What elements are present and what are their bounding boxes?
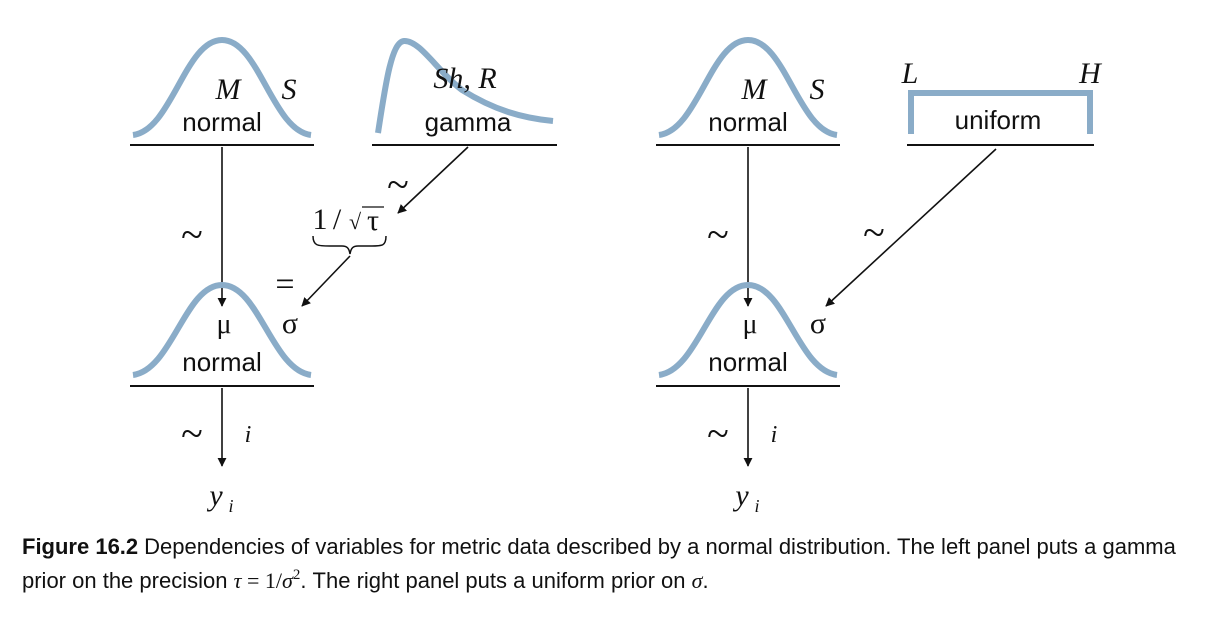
caption-power: 2 (292, 567, 301, 583)
left-gamma-curve (375, 38, 554, 134)
right-top-normal-curve (658, 37, 838, 138)
left-top-normal-sd-label: S (282, 73, 297, 106)
left-bottom-normal-curve (132, 282, 312, 378)
left-transform-slash: / (333, 203, 342, 236)
left-top-normal-mean-label: M (215, 73, 243, 106)
caption-sigma-end: σ (691, 568, 703, 593)
left-gamma-node: Sh, R gamma (372, 38, 557, 146)
right-panel: M S normal L H uniform ~ ~ μ σ normal ~ (656, 37, 1103, 516)
left-bottom-normal-label: normal (182, 347, 261, 377)
right-uniform-low-label: L (901, 57, 919, 90)
right-uniform-curve (908, 90, 1093, 134)
caption-sigma: σ (281, 568, 293, 593)
left-equals-sign: = (275, 266, 294, 303)
left-data-var-base: y (206, 479, 223, 512)
left-index-label: i (245, 422, 252, 448)
right-bottom-normal-sd-label: σ (810, 307, 826, 340)
left-data-var-sub: i (228, 496, 233, 516)
right-top-normal-node: M S normal (656, 37, 840, 146)
left-bottom-normal-sd-label: σ (282, 307, 298, 340)
left-transform-root: √ (349, 209, 362, 234)
right-top-normal-sd-label: S (810, 73, 825, 106)
right-uniform-high-label: H (1078, 57, 1103, 90)
right-tilde-mu: ~ (707, 212, 729, 257)
right-top-normal-mean-label: M (741, 73, 769, 106)
left-transform-one: 1 (313, 203, 328, 236)
right-bottom-normal-curve (658, 282, 838, 378)
right-bottom-normal-mean-label: μ (742, 309, 757, 340)
caption-text-1: Dependencies of variables for metric dat… (22, 534, 1176, 593)
caption-figure-label: Figure 16.2 (22, 534, 139, 559)
right-top-normal-label: normal (708, 107, 787, 137)
caption-text-3: . (702, 568, 709, 593)
right-uniform-label: uniform (955, 105, 1042, 135)
right-tilde-data: ~ (707, 411, 729, 456)
left-gamma-label: gamma (425, 107, 512, 137)
caption-text-2: . The right panel puts a uniform prior o… (300, 568, 692, 593)
left-tilde-data: ~ (181, 411, 203, 456)
left-panel: M S normal Sh, R gamma ~ ~ 1 / √ τ = (130, 37, 557, 516)
left-tilde-gamma: ~ (387, 162, 409, 207)
left-transform-tau: τ (367, 204, 379, 237)
left-bottom-normal-node: μ σ normal (130, 282, 314, 387)
left-top-normal-curve (132, 37, 312, 138)
left-arrow-to-sigma (301, 255, 351, 307)
left-top-normal-node: M S normal (130, 37, 314, 146)
left-bottom-normal-mean-label: μ (216, 309, 231, 340)
left-arrow-to-tau (397, 146, 469, 214)
left-data-variable: y i (206, 479, 233, 516)
right-bottom-normal-node: μ σ normal (656, 282, 840, 387)
left-transform-expression: 1 / √ τ (312, 203, 387, 255)
left-top-normal-label: normal (182, 107, 261, 137)
caption-tau: τ (233, 568, 242, 593)
right-data-var-base: y (732, 479, 749, 512)
caption-equation: = 1/ (241, 568, 282, 593)
left-tilde-mu: ~ (181, 212, 203, 257)
left-transform-underbrace (312, 235, 387, 255)
right-tilde-uniform: ~ (863, 210, 885, 255)
right-data-variable: y i (732, 479, 759, 516)
right-bottom-normal-label: normal (708, 347, 787, 377)
right-data-var-sub: i (754, 496, 759, 516)
right-arrow-to-sigma (825, 148, 997, 307)
right-index-label: i (771, 422, 778, 448)
right-uniform-node: L H uniform (901, 57, 1103, 146)
dependency-diagram: M S normal Sh, R gamma ~ ~ 1 / √ τ = (130, 37, 1103, 516)
left-gamma-params-label: Sh, R (433, 62, 496, 95)
figure-caption: Figure 16.2 Dependencies of variables for… (22, 530, 1222, 598)
